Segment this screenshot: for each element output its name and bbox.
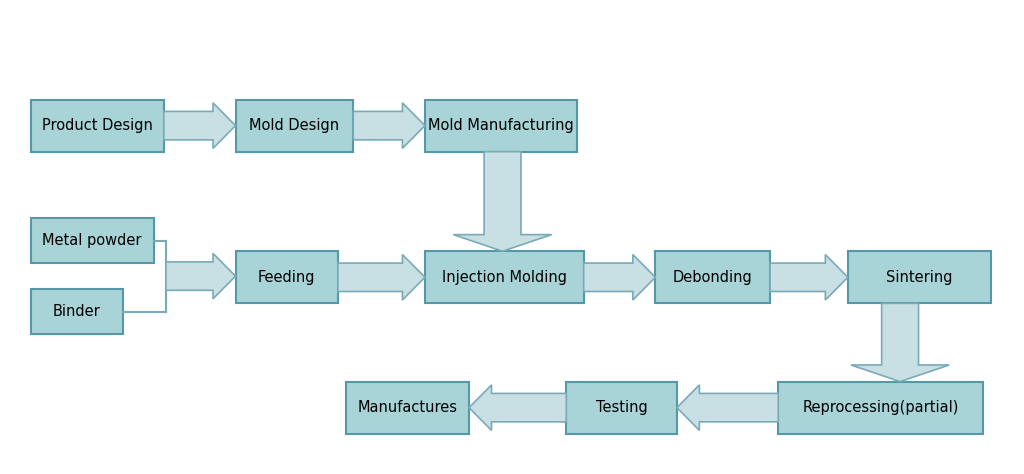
Text: Metal powder: Metal powder [42, 233, 142, 248]
FancyBboxPatch shape [425, 251, 584, 303]
Polygon shape [584, 255, 655, 300]
Polygon shape [166, 253, 236, 299]
Text: Feeding: Feeding [258, 270, 315, 285]
Text: Mold Design: Mold Design [249, 118, 340, 133]
Text: Injection Molding: Injection Molding [441, 270, 567, 285]
Polygon shape [851, 303, 949, 382]
FancyBboxPatch shape [31, 100, 164, 152]
FancyBboxPatch shape [425, 100, 577, 152]
Text: Product Design: Product Design [42, 118, 153, 133]
Text: Debonding: Debonding [673, 270, 753, 285]
Polygon shape [454, 152, 552, 251]
Polygon shape [338, 255, 425, 300]
Text: Mold Manufacturing: Mold Manufacturing [428, 118, 573, 133]
FancyBboxPatch shape [848, 251, 991, 303]
Text: Sintering: Sintering [887, 270, 952, 285]
FancyBboxPatch shape [31, 218, 154, 263]
FancyBboxPatch shape [236, 251, 338, 303]
Polygon shape [770, 255, 848, 300]
Polygon shape [677, 385, 778, 430]
FancyBboxPatch shape [236, 100, 353, 152]
Polygon shape [164, 103, 236, 148]
Text: Manufactures: Manufactures [357, 400, 458, 415]
FancyBboxPatch shape [778, 382, 983, 434]
FancyBboxPatch shape [346, 382, 469, 434]
FancyBboxPatch shape [566, 382, 677, 434]
FancyBboxPatch shape [31, 289, 123, 334]
FancyBboxPatch shape [655, 251, 770, 303]
Polygon shape [469, 385, 566, 430]
Text: Reprocessing(partial): Reprocessing(partial) [803, 400, 958, 415]
Polygon shape [353, 103, 425, 148]
Text: Testing: Testing [596, 400, 647, 415]
Text: Binder: Binder [53, 304, 100, 319]
